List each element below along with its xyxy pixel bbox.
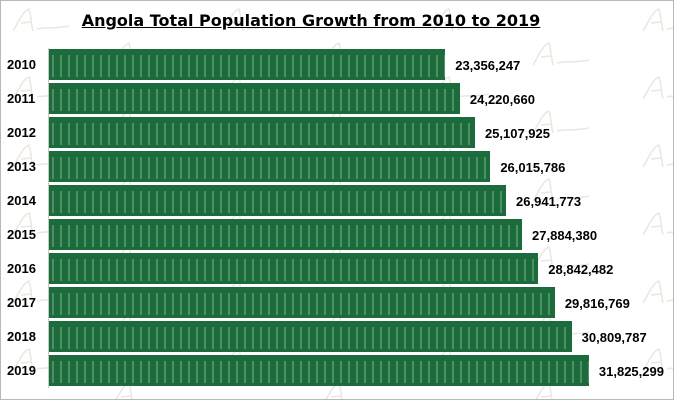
bar-2010 [49,49,446,80]
data-label: 27,884,380 [532,228,598,243]
bar-2011 [49,83,460,114]
watermark-logo [642,280,673,304]
data-label: 26,941,773 [516,194,582,209]
data-label: 31,825,299 [598,364,664,379]
category-label: 2014 [7,193,36,208]
watermark-logo [642,76,673,100]
watermark-logo [642,144,673,168]
chart-title: Angola Total Population Growth from 2010… [81,11,541,30]
bar-2016 [49,253,539,284]
data-label: 30,809,787 [581,330,647,345]
category-label: 2012 [7,125,36,140]
bar-2018 [49,321,572,352]
category-label: 2013 [7,159,36,174]
data-label: 29,816,769 [564,296,630,311]
data-label: 23,356,247 [455,58,521,73]
y-axis-line [48,48,49,388]
watermark-logo [642,212,673,236]
watermark-logo [642,8,673,32]
category-label: 2015 [7,227,36,242]
data-label: 25,107,925 [484,126,551,141]
bar-2013 [49,151,491,182]
data-label: 26,015,786 [500,160,566,175]
category-label: 2010 [7,57,36,72]
category-label: 2017 [7,295,36,310]
data-label: 28,842,482 [548,262,614,277]
category-label: 2016 [7,261,36,276]
bar-2012 [49,117,475,148]
data-label: 24,220,660 [469,92,535,107]
bar-2019 [49,355,589,386]
category-label: 2011 [7,91,36,106]
bar-2017 [49,287,555,318]
category-label: 2019 [7,363,36,378]
bar-2015 [49,219,523,250]
watermark-logo [532,42,590,66]
category-label: 2018 [7,329,36,344]
bar-2014 [49,185,507,216]
